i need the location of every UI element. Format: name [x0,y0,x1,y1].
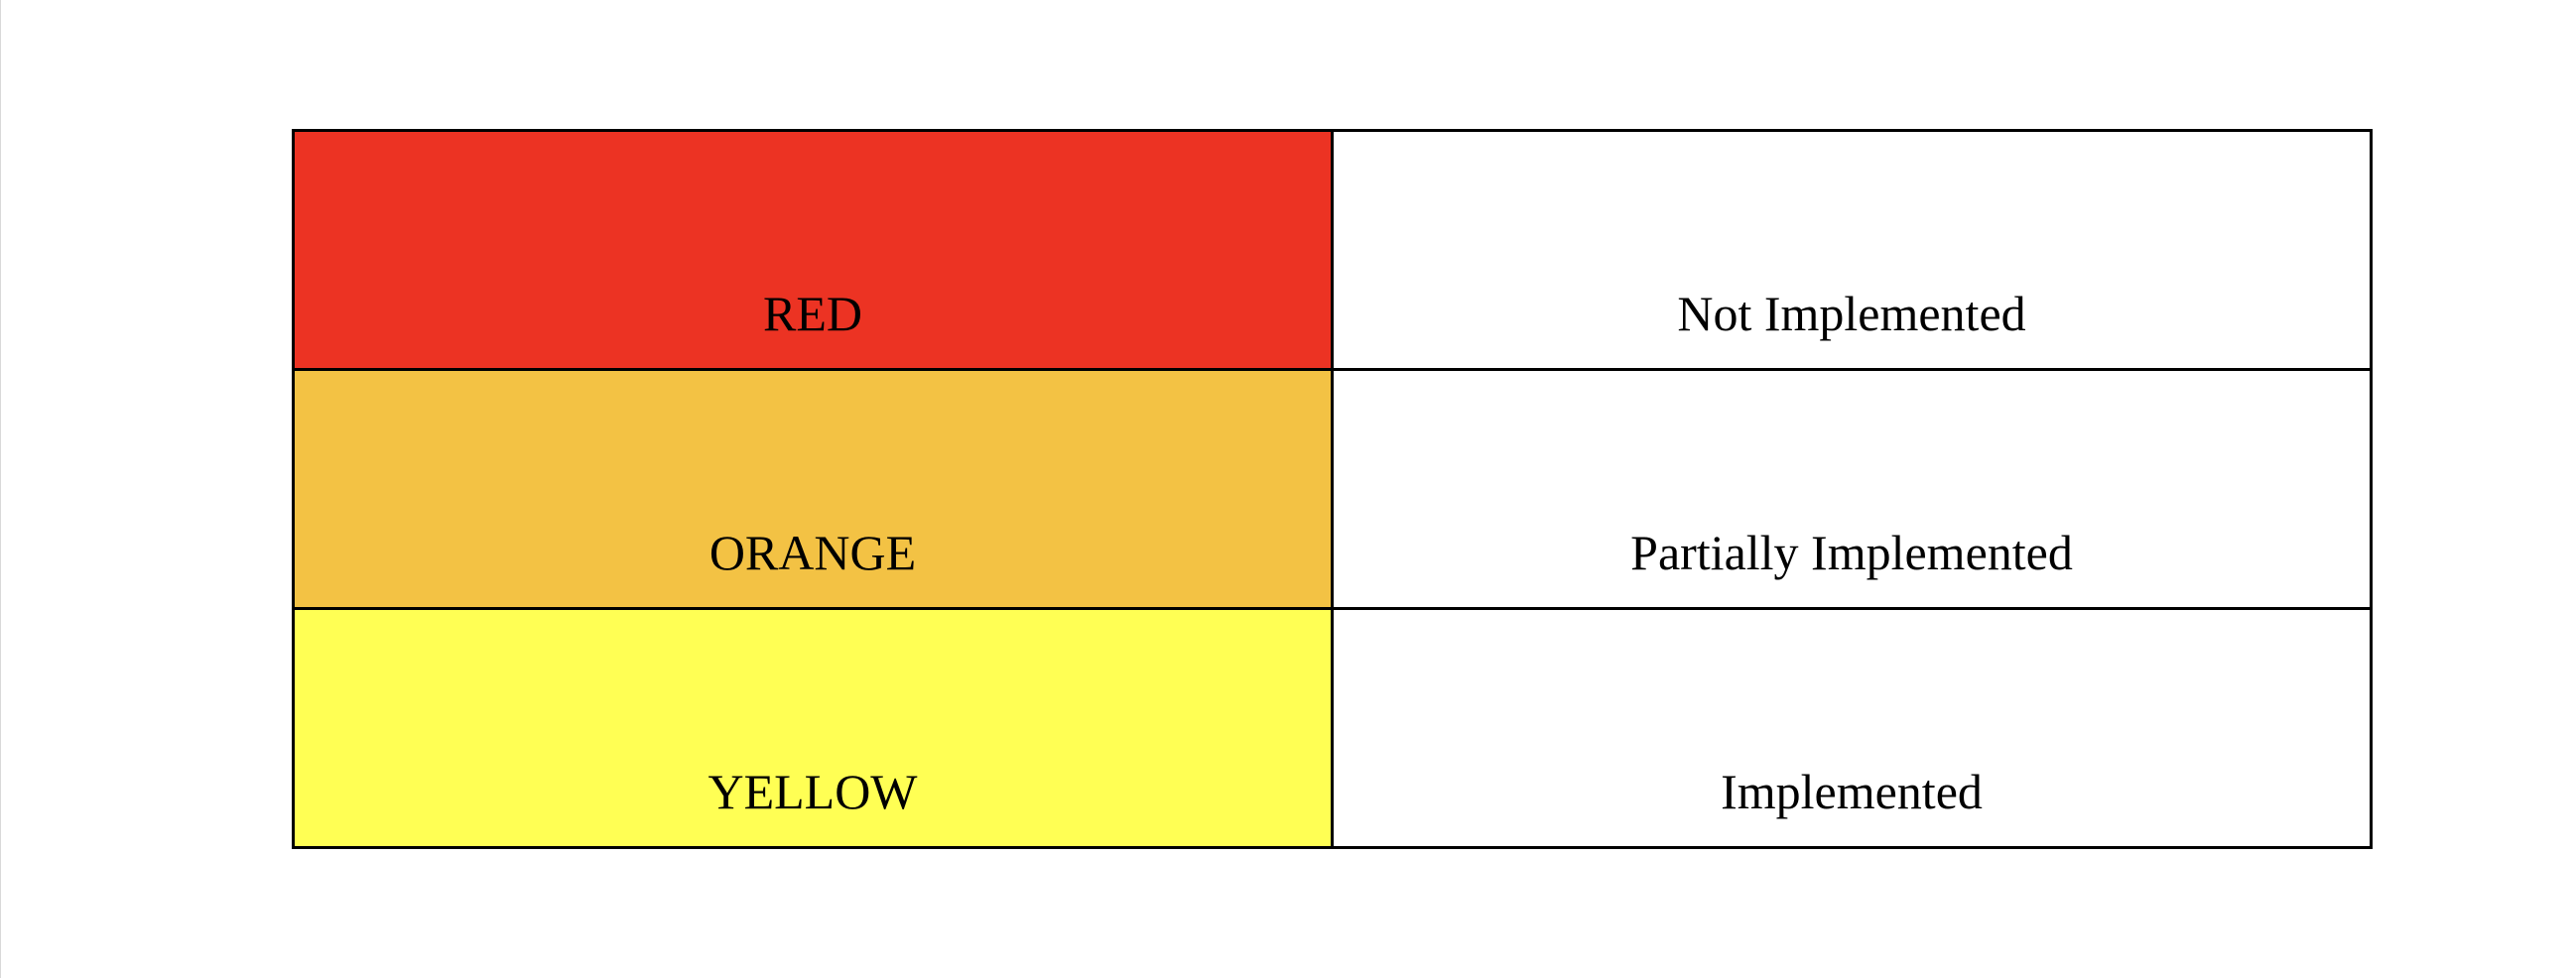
status-cell-partially-implemented: Partially Implemented [1331,368,2373,610]
status-cell-implemented: Implemented [1331,607,2373,849]
table-row: RED Not Implemented [292,129,2373,371]
status-cell-not-implemented: Not Implemented [1331,129,2373,371]
yellow-swatch-cell: YELLOW [292,607,1334,849]
implementation-status-legend-table: RED Not Implemented ORANGE Partially Imp… [292,129,2373,849]
table-row: YELLOW Implemented [292,607,2373,849]
orange-swatch-cell: ORANGE [292,368,1334,610]
table-row: ORANGE Partially Implemented [292,368,2373,610]
red-swatch-cell: RED [292,129,1334,371]
